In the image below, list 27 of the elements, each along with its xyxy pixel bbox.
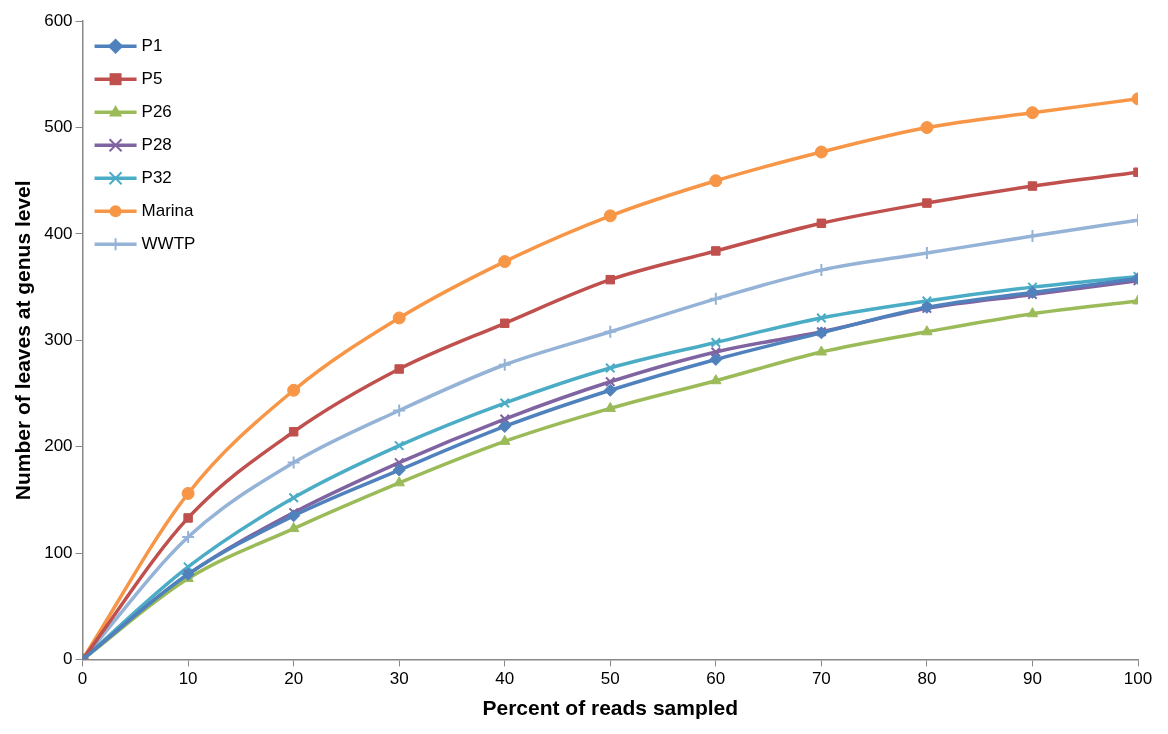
x-tick-label: 30 (389, 669, 409, 689)
y-tick-label: 200 (44, 436, 73, 456)
legend-label: WWTP (141, 233, 196, 253)
legend-label: P32 (141, 167, 172, 187)
x-tick-label: 80 (917, 669, 937, 689)
x-tick-label: 0 (77, 669, 88, 689)
x-tick-label: 100 (1123, 669, 1153, 689)
y-tick-label: 300 (44, 329, 73, 349)
y-tick-label: 400 (44, 223, 73, 243)
legend-label: P26 (141, 101, 172, 121)
legend-label: P5 (141, 68, 163, 88)
y-tick-label: 500 (44, 117, 73, 137)
legend-label: P28 (141, 134, 172, 154)
x-axis-title: Percent of reads sampled (482, 696, 739, 720)
x-tick-label: 20 (284, 669, 304, 689)
y-axis-title: Number of leaves at genus level (11, 180, 35, 501)
x-tick-label: 50 (600, 669, 620, 689)
legend-label: Marina (141, 200, 195, 220)
x-tick-label: 10 (178, 669, 198, 689)
x-tick-label: 40 (495, 669, 515, 689)
x-tick-label: 60 (706, 669, 726, 689)
legend-label: P1 (141, 35, 163, 55)
x-tick-label: 70 (811, 669, 831, 689)
x-tick-label: 90 (1023, 669, 1042, 689)
y-tick-label: 600 (44, 10, 73, 30)
y-tick-label: 0 (63, 649, 73, 669)
y-tick-label: 100 (44, 542, 73, 562)
